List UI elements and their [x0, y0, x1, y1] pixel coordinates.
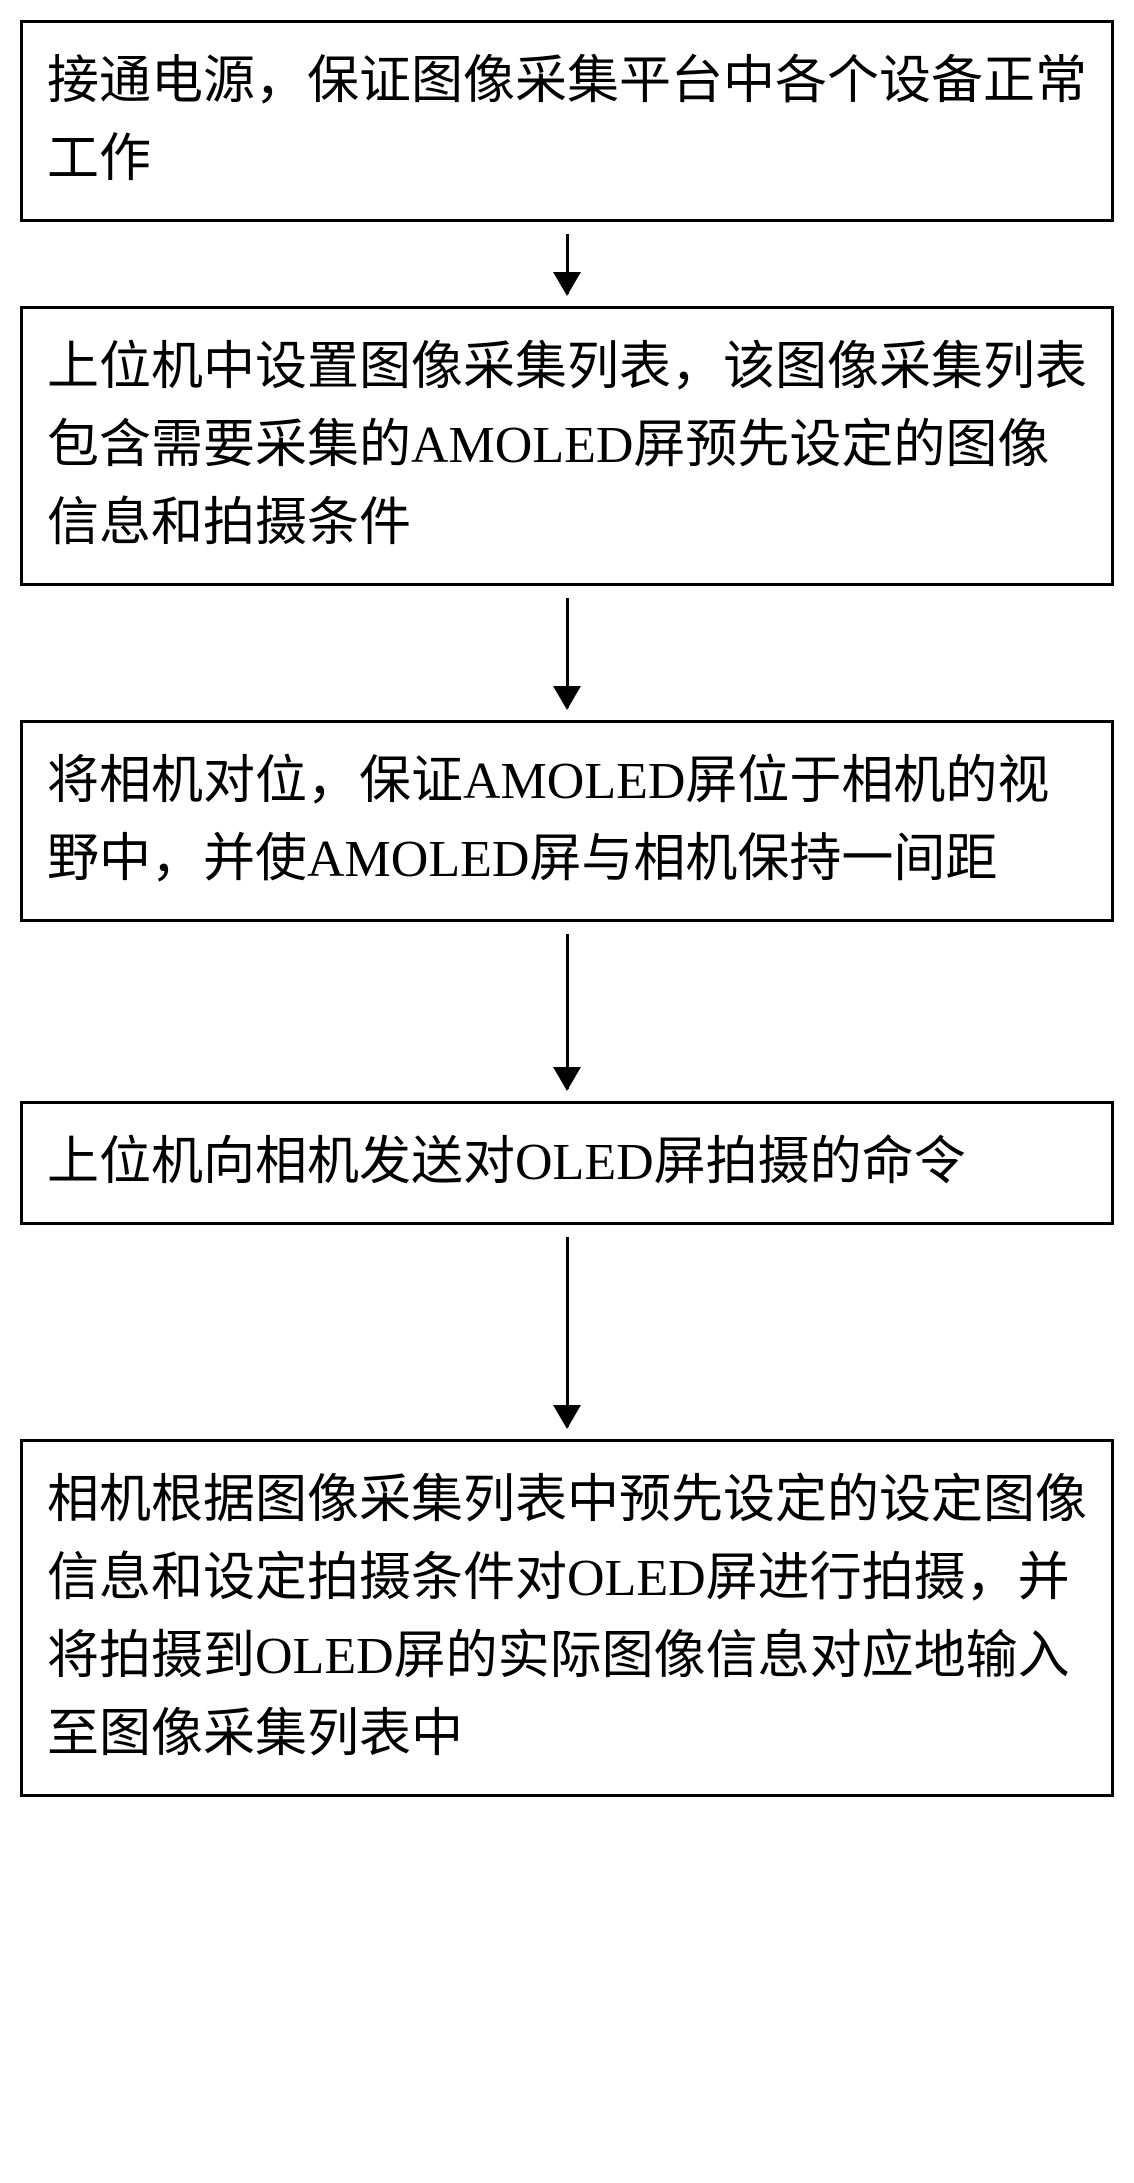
step-box-2: 上位机中设置图像采集列表，该图像采集列表包含需要采集的AMOLED屏预先设定的图… — [20, 306, 1114, 586]
step-text-3: 将相机对位，保证AMOLED屏位于相机的视野中，并使AMOLED屏与相机保持一间… — [47, 753, 1049, 888]
arrow-4 — [566, 1225, 569, 1439]
step-text-2: 上位机中设置图像采集列表，该图像采集列表包含需要采集的AMOLED屏预先设定的图… — [47, 339, 1087, 552]
step-text-5: 相机根据图像采集列表中预先设定的设定图像信息和设定拍摄条件对OLED屏进行拍摄，… — [47, 1472, 1087, 1763]
arrow-line-3 — [566, 934, 569, 1089]
arrow-line-2 — [566, 598, 569, 708]
step-text-4: 上位机向相机发送对OLED屏拍摄的命令 — [47, 1134, 966, 1191]
flowchart-container: 接通电源，保证图像采集平台中各个设备正常工作 上位机中设置图像采集列表，该图像采… — [20, 20, 1114, 1797]
arrow-1 — [566, 222, 569, 306]
step-box-4: 上位机向相机发送对OLED屏拍摄的命令 — [20, 1101, 1114, 1225]
step-text-1: 接通电源，保证图像采集平台中各个设备正常工作 — [47, 53, 1087, 188]
step-box-5: 相机根据图像采集列表中预先设定的设定图像信息和设定拍摄条件对OLED屏进行拍摄，… — [20, 1439, 1114, 1797]
step-box-3: 将相机对位，保证AMOLED屏位于相机的视野中，并使AMOLED屏与相机保持一间… — [20, 720, 1114, 922]
arrow-3 — [566, 922, 569, 1101]
arrow-line-4 — [566, 1237, 569, 1427]
arrow-2 — [566, 586, 569, 720]
step-box-1: 接通电源，保证图像采集平台中各个设备正常工作 — [20, 20, 1114, 222]
arrow-line-1 — [566, 234, 569, 294]
